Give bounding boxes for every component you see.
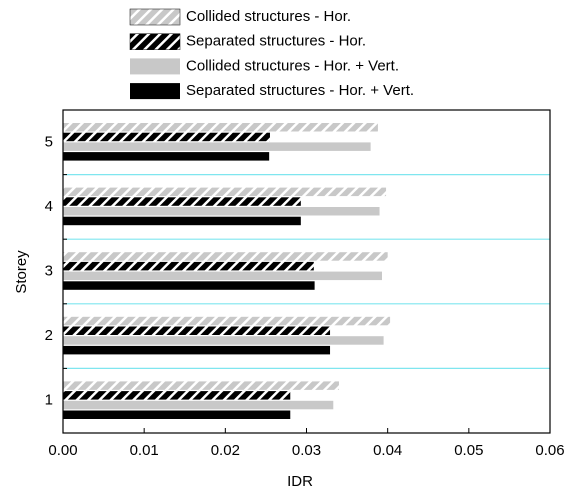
x-tick-label: 0.00	[48, 442, 77, 459]
bar	[63, 152, 270, 161]
bar	[63, 336, 384, 345]
bar	[63, 197, 301, 206]
bar	[63, 410, 291, 419]
bar	[63, 142, 371, 151]
legend-label: Collided structures - Hor. + Vert.	[186, 57, 399, 74]
legend-label: Separated structures - Hor. + Vert.	[186, 82, 414, 99]
y-tick-label: 2	[45, 327, 53, 344]
x-tick-label: 0.01	[130, 442, 159, 459]
bar	[63, 400, 334, 410]
x-tick-label: 0.02	[211, 442, 240, 459]
y-tick-label: 1	[45, 392, 53, 409]
bar	[63, 252, 388, 261]
bar	[63, 271, 382, 281]
legend-swatch	[129, 8, 181, 26]
x-tick-label: 0.03	[292, 442, 321, 459]
x-tick-label: 0.06	[535, 442, 564, 459]
legend-swatch	[130, 58, 180, 75]
legend-swatch	[129, 33, 181, 50]
legend-label: Separated structures - Hor.	[186, 33, 366, 50]
legend-swatch	[130, 83, 180, 100]
y-tick-label: 4	[45, 198, 53, 215]
bar	[63, 381, 339, 390]
bar	[63, 391, 291, 400]
x-tick-label: 0.04	[373, 442, 402, 459]
y-axis-title: Storey	[13, 250, 30, 294]
x-tick-label: 0.05	[454, 442, 483, 459]
bar	[63, 261, 314, 271]
x-axis-title: IDR	[287, 473, 313, 490]
y-tick-label: 3	[45, 262, 53, 279]
bar	[63, 216, 301, 226]
y-tick-label: 5	[45, 133, 53, 150]
bar	[63, 281, 315, 290]
bar	[63, 345, 331, 355]
bar	[63, 132, 270, 142]
bar	[63, 316, 391, 326]
legend-label: Collided structures - Hor.	[186, 8, 351, 25]
bar	[63, 326, 331, 335]
bar	[63, 123, 378, 132]
bar	[63, 187, 387, 197]
bar	[63, 207, 380, 216]
